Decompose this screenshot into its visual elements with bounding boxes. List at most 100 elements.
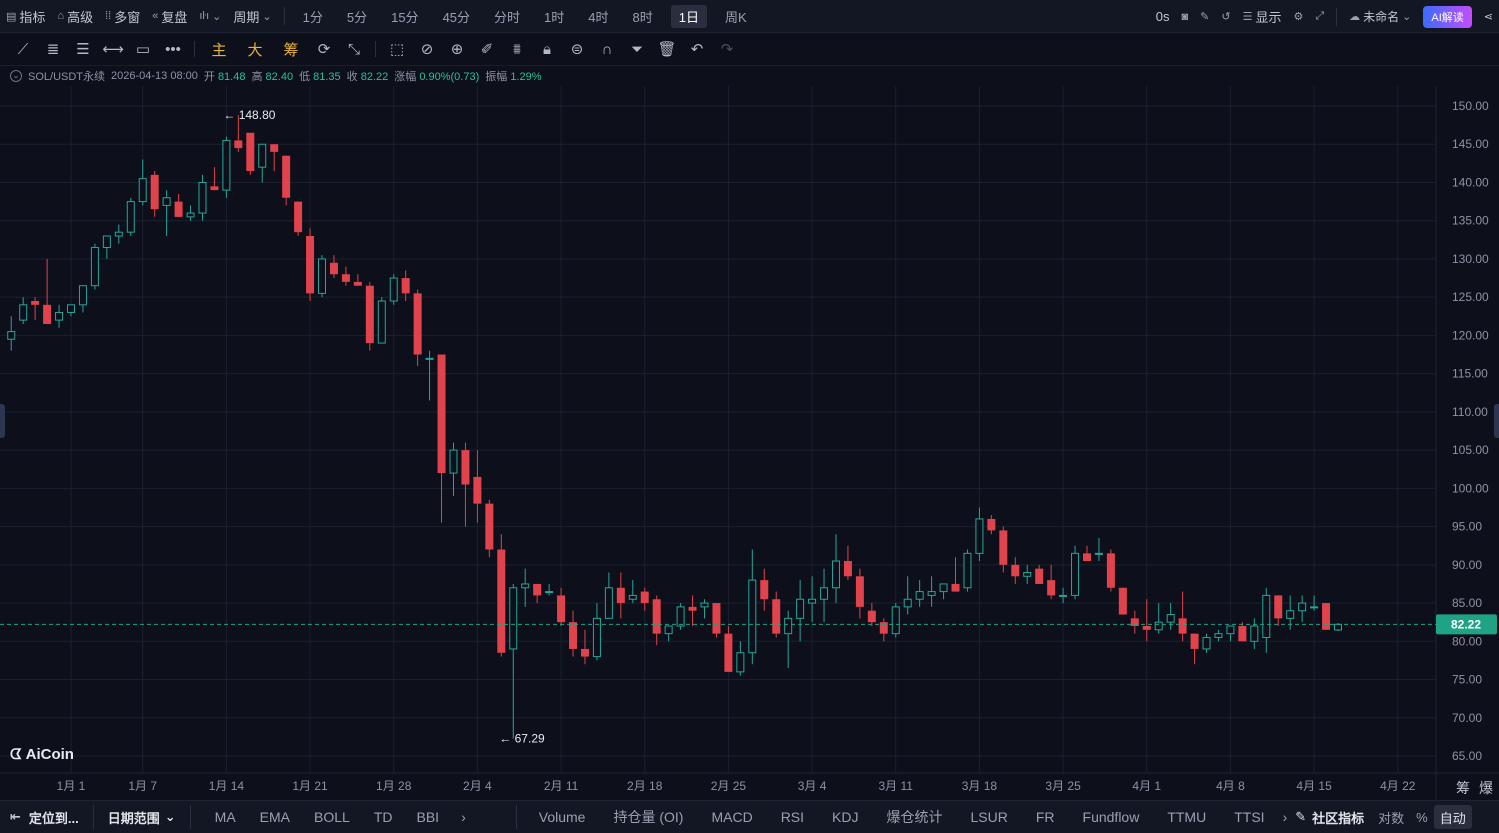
hide-tool[interactable]: ⊜ [562,34,592,64]
main-force-tool[interactable]: 主 [211,41,227,59]
advanced-button[interactable]: ⌂ 高级 [57,9,94,25]
sync-tool[interactable]: ⟳ [309,34,339,64]
right-panel-handle[interactable] [1494,404,1499,438]
indicator-td[interactable]: TD [373,809,393,825]
indicator-kdj[interactable]: KDJ [832,809,859,825]
zoom-tool[interactable]: ⊕ [442,34,472,64]
chip-tool[interactable]: 筹 [283,41,299,59]
candle [1250,618,1259,649]
delete-tool[interactable]: 🗑︎ [652,34,682,64]
candle-body [246,132,255,171]
indicator-fundflow[interactable]: Fundflow [1082,809,1140,825]
indicator-ttmu[interactable]: TTMU [1167,809,1207,825]
undo-button[interactable]: ↶ [682,34,712,64]
layout-dropdown[interactable]: ☁ 未命名 ⌄ [1349,10,1412,24]
multi-window-button[interactable]: ⁞⁞ 多窗 [105,9,141,25]
candle-body [1047,580,1056,596]
collapse-icon[interactable]: ⌄ [10,70,22,82]
display-button[interactable]: ☰ 显示 [1242,10,1282,25]
indicator-ma[interactable]: MA [214,809,236,825]
fullscreen-button[interactable]: ⤢ [1309,0,1330,33]
magnet-tool[interactable]: ∩ [592,34,622,64]
period-dropdown[interactable]: 周期 ⌄ [233,9,272,25]
chart-type-button[interactable]: ıŀı ⌄ [193,0,227,33]
period-8h[interactable]: 8时 [632,9,653,25]
goto-button[interactable]: ⇤ 定位到... [10,809,79,826]
period-4h[interactable]: 4时 [588,9,609,25]
ai-interpret-button[interactable]: AI解读 [1423,5,1472,28]
date-range-dropdown[interactable]: 日期范围 ⌄ [107,809,176,826]
measure-tool[interactable]: ⤡ [339,34,369,64]
more-tools[interactable]: ••• [158,34,188,64]
indicator-ttsi[interactable]: TTSI [1234,809,1265,825]
redo-button[interactable]: ↷ [712,34,742,64]
period-1h[interactable]: 1时 [544,9,565,25]
brush-tool[interactable]: ✐ [472,34,502,64]
time-axis[interactable]: 1月 1 1月 7 1月 14 1月 21 1月 28 2月 4 2月 11 2月 18 2月 … [57,779,1416,793]
indicator-liquidation[interactable]: 爆仓统计 [886,809,943,825]
candle-body [700,602,709,608]
edit-button[interactable]: ✎ [1194,0,1215,33]
time-tick-label: 2月 18 [627,779,663,793]
indicator-boll[interactable]: BOLL [314,809,350,825]
log-scale-toggle[interactable]: 对数 [1378,810,1405,826]
indicator-ema[interactable]: EMA [259,809,291,825]
line-icon: ⟋ [17,40,29,58]
candle-body [78,285,87,306]
candle [676,603,685,630]
left-panel-handle[interactable] [0,404,5,438]
period-1d[interactable]: 1日 [670,4,707,28]
indicator-oi[interactable]: 持仓量 (OI) [613,809,684,825]
candle-body [1071,552,1080,596]
undo-layout-button[interactable]: ↺ [1215,0,1236,33]
horizontal-line-tool[interactable]: ⟷ [98,34,128,64]
top-toolbar: ▤ 指标 ⌂ 高级 ⁞⁞ 多窗 «复盘 ıŀı ⌄ 周期 ⌄ 1分 5分 15分 45分 … [0,0,1499,33]
scroll-right-icon[interactable]: › [461,809,466,825]
candle-body [616,587,625,604]
price-axis[interactable]: 150.00 145.00 140.00 135.00 130.00 125.00 120.… [1452,99,1489,763]
candle [891,603,900,638]
big-order-tool[interactable]: 大 [247,41,263,59]
scroll-right-icon[interactable]: › [1282,809,1288,825]
candle-body [1226,625,1235,635]
candle-body [604,587,613,619]
settings-button[interactable]: ⚙ [1287,0,1309,33]
chip-corner-button[interactable]: 筹 [1456,780,1470,796]
candle [425,350,434,401]
lock-tool[interactable]: 🔒︎ [532,34,562,64]
community-indicators-button[interactable]: ✎ 社区指标 [1295,809,1365,826]
rotate-icon: ↺ [1221,11,1231,23]
share-button[interactable]: ⋖ [1478,0,1499,33]
ruler-tool[interactable]: ⊘ [412,34,442,64]
auto-scale-toggle[interactable]: 自动 [1433,805,1472,829]
indicator-fr[interactable]: FR [1035,809,1055,825]
period-5m[interactable]: 5分 [346,9,368,25]
period-45m[interactable]: 45分 [442,9,471,25]
replay-button[interactable]: «复盘 [152,9,188,25]
liquidation-corner-button[interactable]: 爆 [1479,780,1493,796]
select-tool[interactable]: ⬚ [382,34,412,64]
candle [939,583,948,600]
indicator-button[interactable]: ▤ 指标 [6,9,46,25]
filter-tool[interactable]: ⏷ [622,34,652,64]
screenshot-button[interactable]: ◙ [1175,0,1194,33]
indicator-bbi[interactable]: BBI [416,809,440,825]
indicator-macd[interactable]: MACD [711,809,753,825]
period-15m[interactable]: 15分 [391,9,419,25]
trendline-tool[interactable]: ⟋ [8,34,38,64]
period-1m[interactable]: 1分 [302,9,323,25]
candle [915,580,924,607]
fib-tool[interactable]: ☰ [68,34,98,64]
period-week[interactable]: 周K [724,9,747,25]
rectangle-tool[interactable]: ▭ [128,34,158,64]
candlestick-chart[interactable]: 82.22← 148.80← 67.29 150.00145.00140.001… [0,86,1499,800]
indicator-volume[interactable]: Volume [538,809,586,825]
parallel-lines-tool[interactable]: ≣ [38,34,68,64]
indicator-rsi[interactable]: RSI [780,809,805,825]
percent-scale-toggle[interactable]: % [1416,809,1428,825]
indicator-lsur[interactable]: LSUR [970,809,1008,825]
candle [341,266,350,286]
pattern-tool[interactable]: ⩩ [502,34,532,64]
price-tick-label: 80.00 [1452,634,1482,648]
period-timeshare[interactable]: 分时 [494,9,521,25]
